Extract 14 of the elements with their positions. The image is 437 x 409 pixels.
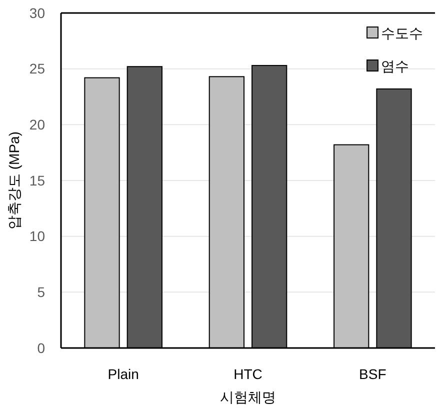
x-axis-title: 시험체명: [220, 388, 276, 405]
y-tick-label: 10: [29, 228, 46, 244]
y-tick-label: 30: [29, 4, 46, 21]
y-tick-label: 5: [37, 284, 46, 300]
x-tick-label: Plain: [108, 366, 139, 382]
legend-label: 염수: [381, 58, 409, 74]
y-axis-title: 압축강도 (MPa): [6, 132, 22, 230]
x-tick-label: BSF: [359, 366, 386, 382]
y-tick-label: 0: [37, 340, 46, 356]
legend-label: 수도수: [381, 24, 423, 41]
y-tick-label: 20: [29, 116, 46, 133]
y-tick-label: 25: [29, 60, 46, 77]
y-tick-label: 15: [29, 172, 46, 188]
x-tick-label: HTC: [234, 366, 262, 382]
